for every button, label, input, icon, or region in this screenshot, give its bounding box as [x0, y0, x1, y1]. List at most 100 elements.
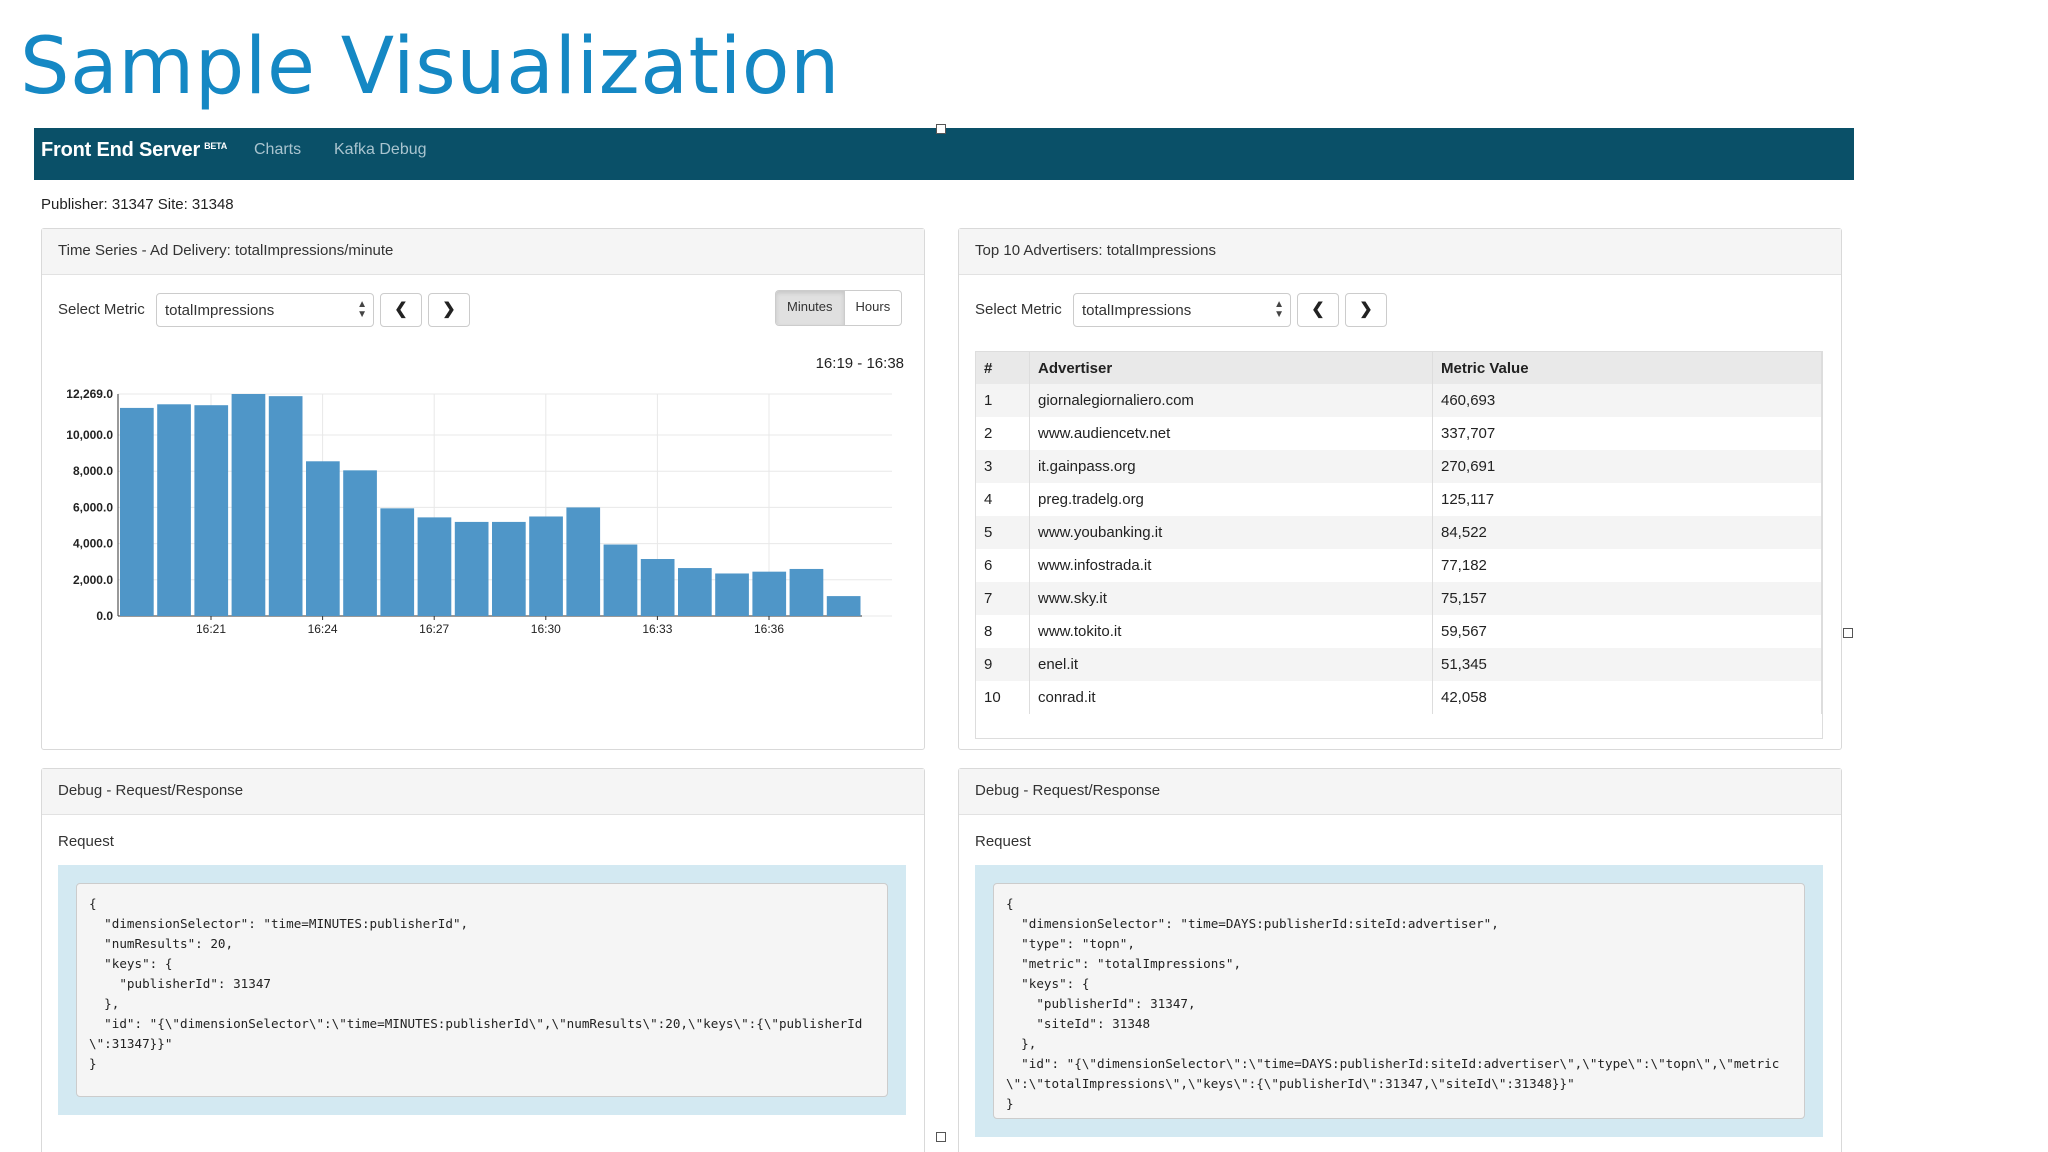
advertiser-cell: giornalegiornaliero.com — [1029, 384, 1433, 417]
chart-bar — [640, 559, 675, 616]
chart-bar — [454, 521, 489, 616]
table-row: 1 giornalegiornaliero.com 460,693 — [976, 384, 1822, 417]
table-row: 8 www.tokito.it 59,567 — [976, 615, 1822, 648]
advertiser-cell: www.tokito.it — [1029, 615, 1433, 648]
advertiser-cell: www.audiencetv.net — [1029, 417, 1433, 450]
metric-select[interactable]: totalImpressions ▲ ▼ — [156, 293, 374, 327]
advertisers-table-body: 1 giornalegiornaliero.com 460,693 2 www.audi… — [976, 384, 1822, 714]
chart-bar — [566, 507, 601, 616]
table-row: 7 www.sky.it 75,157 — [976, 582, 1822, 615]
chart-bar — [789, 568, 824, 616]
metric-value-cell: 460,693 — [1432, 384, 1822, 417]
publisher-site-info: Publisher: 31347 Site: 31348 — [41, 196, 234, 213]
resize-handle[interactable] — [936, 124, 946, 134]
slide-title: Sample Visualization — [20, 22, 840, 112]
chart-bar — [194, 405, 229, 616]
next-button[interactable]: ❯ — [1345, 293, 1387, 327]
minutes-button[interactable]: Minutes — [776, 291, 845, 325]
time-series-panel: Time Series - Ad Delivery: totalImpressi… — [41, 228, 925, 750]
request-label: Request — [975, 833, 1031, 850]
request-code[interactable]: { "dimensionSelector": "time=MINUTES:pub… — [76, 883, 888, 1097]
chart-bar — [603, 544, 638, 616]
x-tick-label: 16:36 — [754, 622, 784, 636]
advertiser-cell: www.infostrada.it — [1029, 549, 1433, 582]
y-tick-label: 2,000.0 — [73, 573, 113, 587]
rank-cell: 10 — [976, 681, 1030, 714]
metric-value-cell: 75,157 — [1432, 582, 1822, 615]
nav-link-kafka-debug[interactable]: Kafka Debug — [334, 141, 427, 158]
metric-value-cell: 42,058 — [1432, 681, 1822, 714]
chart-bar — [268, 396, 303, 616]
y-tick-label: 8,000.0 — [73, 464, 113, 478]
table-row: 5 www.youbanking.it 84,522 — [976, 516, 1822, 549]
table-header-row: # Advertiser Metric Value▼ — [976, 352, 1822, 384]
metric-select-value: totalImpressions — [1082, 302, 1192, 319]
rank-cell: 1 — [976, 384, 1030, 417]
y-tick-label: 4,000.0 — [73, 537, 113, 551]
chart-bar — [120, 407, 154, 616]
resize-handle[interactable] — [1843, 628, 1853, 638]
advertiser-cell: preg.tradelg.org — [1029, 483, 1433, 516]
rank-cell: 7 — [976, 582, 1030, 615]
chart-bar — [343, 470, 377, 616]
y-tick-label: 0.0 — [96, 609, 113, 623]
panel-heading: Debug - Request/Response — [959, 769, 1841, 815]
debug-panel-top-advertisers: Debug - Request/Response Request { "dime… — [958, 768, 1842, 1152]
column-header-advertiser[interactable]: Advertiser — [1029, 352, 1433, 384]
select-arrows-icon: ▲ ▼ — [357, 299, 367, 320]
chart-bar — [715, 573, 749, 616]
advertisers-table: # Advertiser Metric Value▼ 1giornalegior… — [976, 352, 1822, 714]
metric-value-cell: 77,182 — [1432, 549, 1822, 582]
chart-bar — [492, 521, 526, 616]
table-row: 10 conrad.it 42,058 — [976, 681, 1822, 714]
advertiser-cell: conrad.it — [1029, 681, 1433, 714]
panel-heading: Time Series - Ad Delivery: totalImpressi… — [42, 229, 924, 275]
table-row: 2 www.audiencetv.net 337,707 — [976, 417, 1822, 450]
navbar: Front End Server BETA Charts Kafka Debug — [34, 128, 1854, 180]
bar-chart: 0.0 2,000.0 4,000.0 6,000.0 8,000.0 10,000.0 1… — [66, 387, 892, 636]
beta-badge: BETA — [204, 141, 228, 151]
rank-cell: 4 — [976, 483, 1030, 516]
column-header-metric-value-label: Metric Value — [1441, 359, 1529, 377]
y-tick-label: 12,269.0 — [66, 387, 113, 401]
table-row: 4 preg.tradelg.org 125,117 — [976, 483, 1822, 516]
advertisers-table-wrap: # Advertiser Metric Value▼ 1giornalegior… — [975, 351, 1823, 739]
nav-link-charts[interactable]: Charts — [254, 141, 302, 158]
brand[interactable]: Front End Server BETA — [41, 139, 227, 162]
column-header-rank[interactable]: # — [976, 352, 1030, 384]
request-code[interactable]: { "dimensionSelector": "time=DAYS:publis… — [993, 883, 1805, 1119]
chart-bar — [417, 517, 452, 616]
y-tick-label: 6,000.0 — [73, 500, 113, 514]
metric-select[interactable]: totalImpressions ▲ ▼ — [1073, 293, 1291, 327]
advertiser-cell: www.sky.it — [1029, 582, 1433, 615]
chart-bar — [380, 508, 415, 616]
request-well: { "dimensionSelector": "time=MINUTES:pub… — [58, 865, 906, 1115]
hours-button[interactable]: Hours — [855, 299, 891, 314]
top-advertisers-panel: Top 10 Advertisers: totalImpressions Sel… — [958, 228, 1842, 750]
table-row: 6 www.infostrada.it 77,182 — [976, 549, 1822, 582]
brand-name: Front End Server — [41, 139, 201, 161]
metric-value-cell: 270,691 — [1432, 450, 1822, 483]
column-header-metric-value[interactable]: Metric Value▼ — [1432, 352, 1822, 384]
next-button[interactable]: ❯ — [428, 293, 470, 327]
chevron-right-icon: ❯ — [442, 301, 456, 318]
x-tick-label: 16:33 — [642, 622, 672, 636]
chevron-right-icon: ❯ — [1359, 301, 1373, 318]
resize-handle[interactable] — [936, 1132, 946, 1142]
select-metric-label: Select Metric — [58, 301, 145, 318]
panel-heading: Debug - Request/Response — [42, 769, 924, 815]
chevron-left-icon: ❮ — [1311, 301, 1325, 318]
advertiser-cell: it.gainpass.org — [1029, 450, 1433, 483]
app-window: Front End Server BETA Charts Kafka Debug … — [34, 128, 1854, 1152]
request-label: Request — [58, 833, 114, 850]
advertiser-cell: www.youbanking.it — [1029, 516, 1433, 549]
prev-button[interactable]: ❮ — [380, 293, 422, 327]
select-metric-label: Select Metric — [975, 301, 1062, 318]
chevron-left-icon: ❮ — [394, 301, 408, 318]
table-row: 3 it.gainpass.org 270,691 — [976, 450, 1822, 483]
rank-cell: 2 — [976, 417, 1030, 450]
rank-cell: 6 — [976, 549, 1030, 582]
request-well: { "dimensionSelector": "time=DAYS:publis… — [975, 865, 1823, 1137]
prev-button[interactable]: ❮ — [1297, 293, 1339, 327]
select-arrows-icon: ▲ ▼ — [1274, 299, 1284, 320]
